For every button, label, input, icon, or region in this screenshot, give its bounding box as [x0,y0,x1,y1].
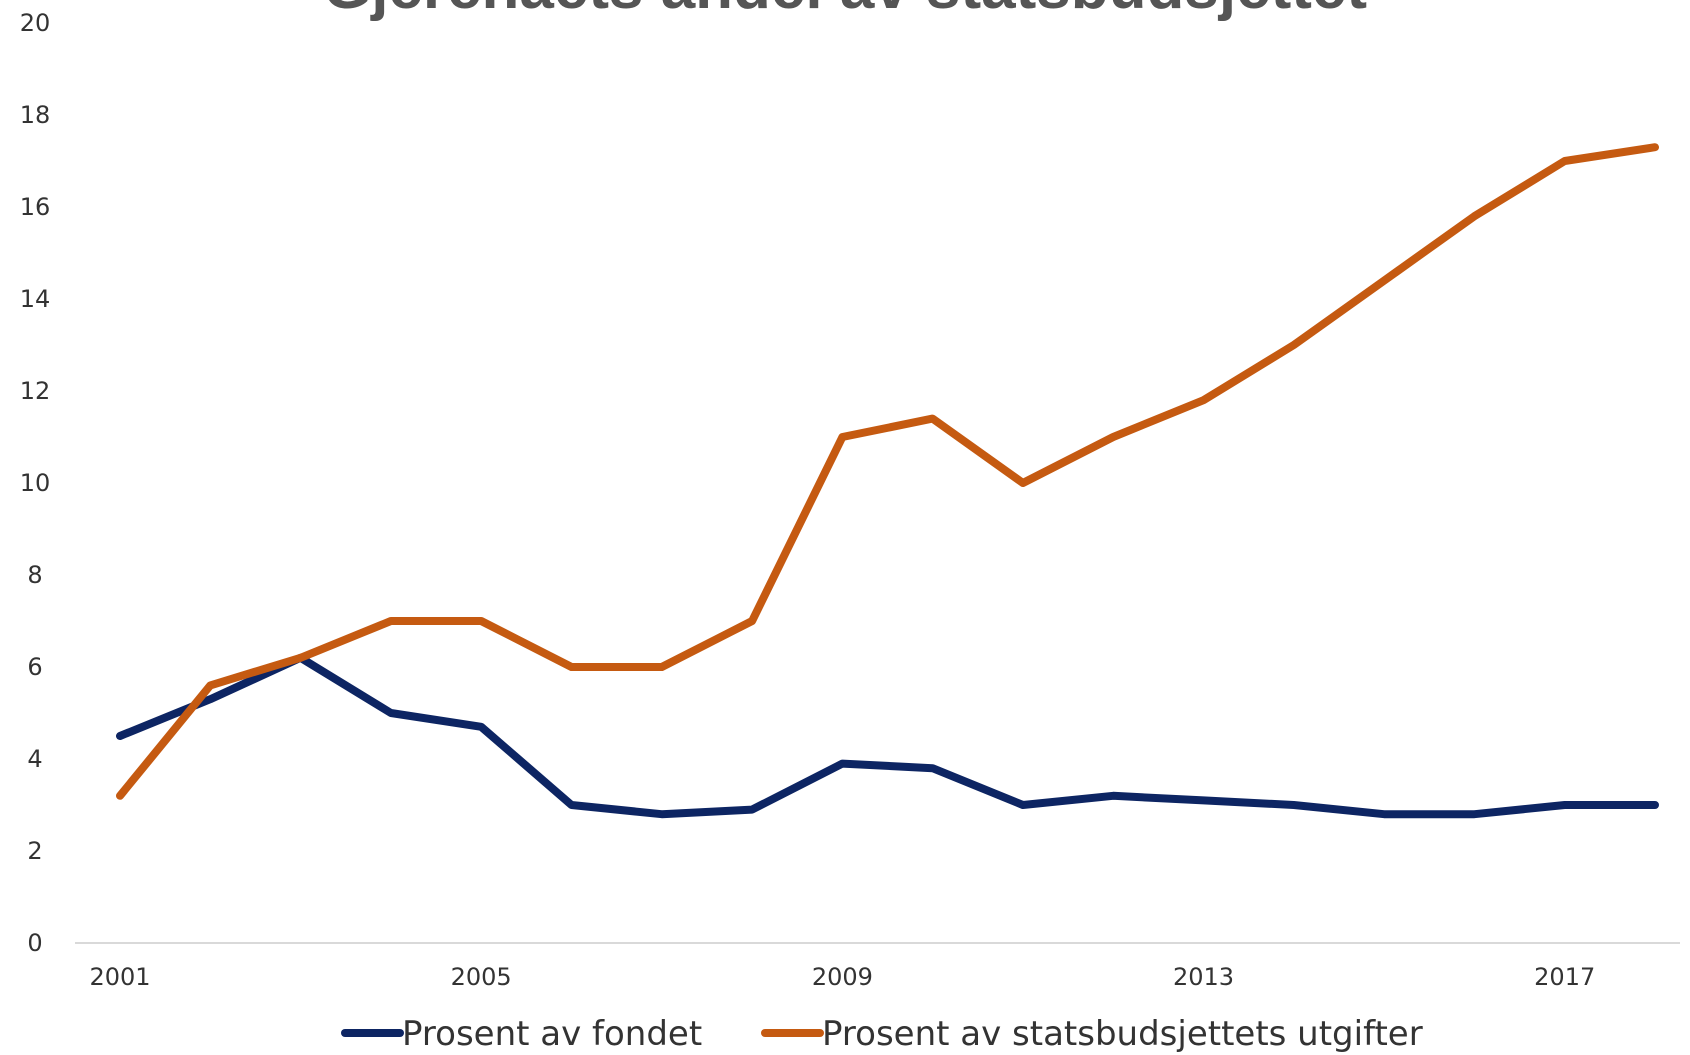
y-tick-label: 6 [27,653,42,681]
y-axis: 0 2 4 6 8 10 12 14 16 18 20 [20,9,51,957]
x-tick-label: 2013 [1173,963,1234,991]
y-tick-label: 20 [20,9,51,37]
x-tick-label: 2005 [451,963,512,991]
y-tick-label: 0 [27,929,42,957]
x-tick-label: 2009 [812,963,873,991]
legend-label-2: Prosent av statsbudsjettets utgifter [822,1014,1423,1054]
y-tick-label: 12 [20,377,51,405]
legend-label-1: Prosent av fondet [402,1014,702,1054]
y-tick-label: 16 [20,193,51,221]
chart-title: Gjerenaets andel av statsbudsjettet [323,0,1367,22]
series-line-1 [116,653,1659,819]
y-tick-label: 2 [27,837,42,865]
x-tick-label: 2017 [1534,963,1595,991]
y-tick-label: 14 [20,285,51,313]
x-tick-label: 2001 [89,963,150,991]
y-tick-label: 18 [20,101,51,129]
y-tick-label: 8 [27,561,42,589]
x-axis: 2001 2005 2009 2013 2017 [75,942,1680,991]
y-tick-label: 10 [20,469,51,497]
series-layer [116,143,1659,819]
legend: Prosent av fondet Prosent av statsbudsjet… [341,1014,1423,1054]
series-line-2 [116,143,1659,800]
y-tick-label: 4 [27,745,42,773]
